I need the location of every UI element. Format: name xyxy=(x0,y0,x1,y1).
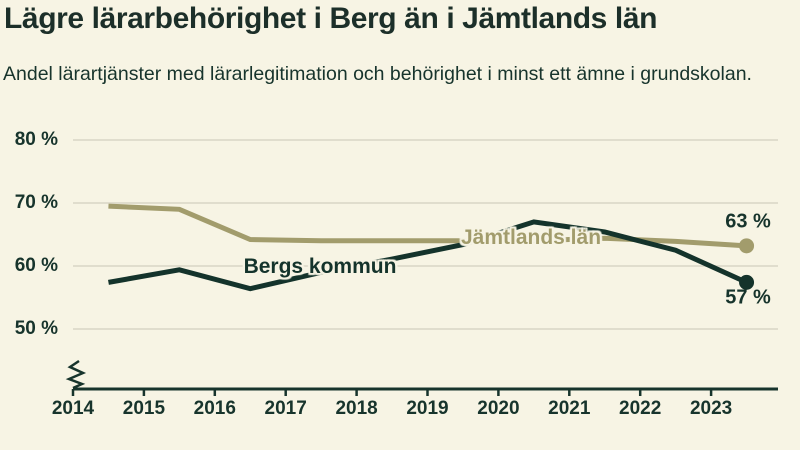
end-value-label-jamtlands-lan: 63 % xyxy=(725,210,771,233)
x-axis-tick-label: 2014 xyxy=(51,398,95,419)
x-axis-tick-label: 2023 xyxy=(689,398,733,419)
j-mtlands-l-n-line xyxy=(108,203,747,249)
bergs-kommun-endpoint-dot xyxy=(739,274,755,290)
axis-break-icon xyxy=(65,359,87,390)
x-axis-tick-label: 2021 xyxy=(548,398,591,419)
x-axis-tick-label: 2020 xyxy=(477,398,520,419)
x-axis-tick-label: 2022 xyxy=(619,398,662,419)
chart-subtitle: Andel lärartjänster med lärarlegitimatio… xyxy=(3,63,752,85)
x-axis-tick-label: 2016 xyxy=(193,398,236,419)
x-axis-tick-label: 2017 xyxy=(264,398,307,419)
x-axis-tick-label: 2019 xyxy=(406,398,449,419)
end-value-label-bergs-kommun: 57 % xyxy=(725,286,771,309)
y-axis-tick-label: 50 % xyxy=(14,318,58,339)
series-label-jamtlands-lan: Jämtlands län xyxy=(460,226,602,249)
chart-title: Lägre lärarbehörighet i Berg än i Jämtla… xyxy=(4,2,658,35)
y-axis-tick-label: 80 % xyxy=(14,129,58,150)
bergs-kommun-line xyxy=(108,219,748,292)
x-axis-tick-label: 2015 xyxy=(122,398,166,419)
j-mtlands-l-n-endpoint-dot xyxy=(739,238,755,254)
y-axis-tick-label: 70 % xyxy=(14,192,58,213)
series-label-bergs-kommun: Bergs kommun xyxy=(243,255,397,278)
y-axis-tick-label: 60 % xyxy=(14,255,58,276)
x-axis-tick-label: 2018 xyxy=(335,398,378,419)
